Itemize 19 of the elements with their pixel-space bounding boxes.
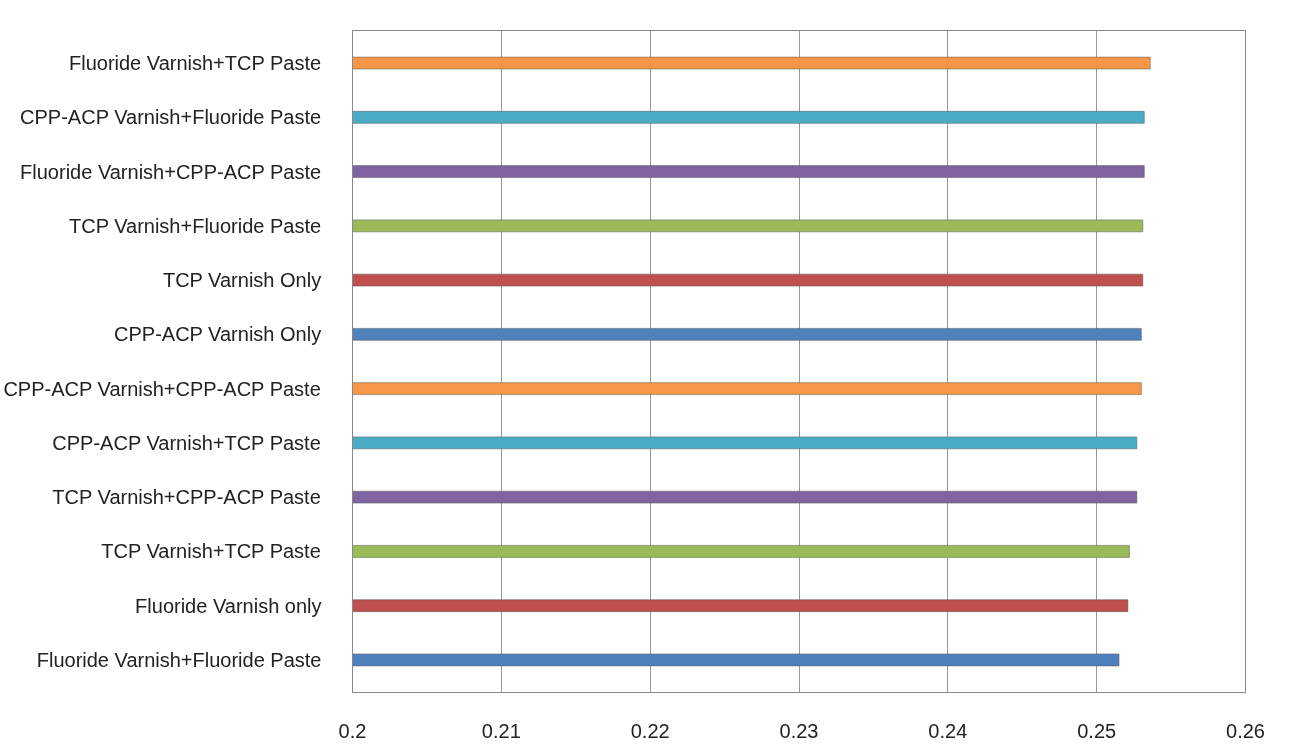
y-tick-label: TCP Varnish+TCP Paste [101,540,321,563]
y-tick-label: CPP-ACP Varnish+Fluoride Paste [20,106,322,129]
y-tick-label: CPP-ACP Varnish Only [114,323,322,346]
y-tick-label: CPP-ACP Varnish+TCP Paste [52,431,321,454]
y-tick-label: CPP-ACP Varnish+CPP-ACP Paste [3,377,321,400]
x-tick-label: 0.25 [1077,719,1117,742]
y-tick-label: Fluoride Varnish+Fluoride Paste [36,648,322,671]
y-tick-label: TCP Varnish Only [162,269,322,292]
x-tick-label: 0.22 [630,719,670,742]
x-tick-label: 0.2 [338,719,367,742]
y-tick-label: Fluoride Varnish+CPP-ACP Paste [20,160,322,183]
x-tick-label: 0.21 [481,719,521,742]
x-tick-label: 0.24 [928,719,968,742]
y-tick-label: Fluoride Varnish+TCP Paste [68,52,322,75]
y-tick-label: TCP Varnish+Fluoride Paste [68,214,322,237]
x-tick-label: 0.26 [1226,719,1265,742]
y-tick-label: TCP Varnish+CPP-ACP Paste [52,486,321,509]
y-tick-label: Fluoride Varnish only [135,594,322,617]
x-tick-label: 0.23 [779,719,819,742]
